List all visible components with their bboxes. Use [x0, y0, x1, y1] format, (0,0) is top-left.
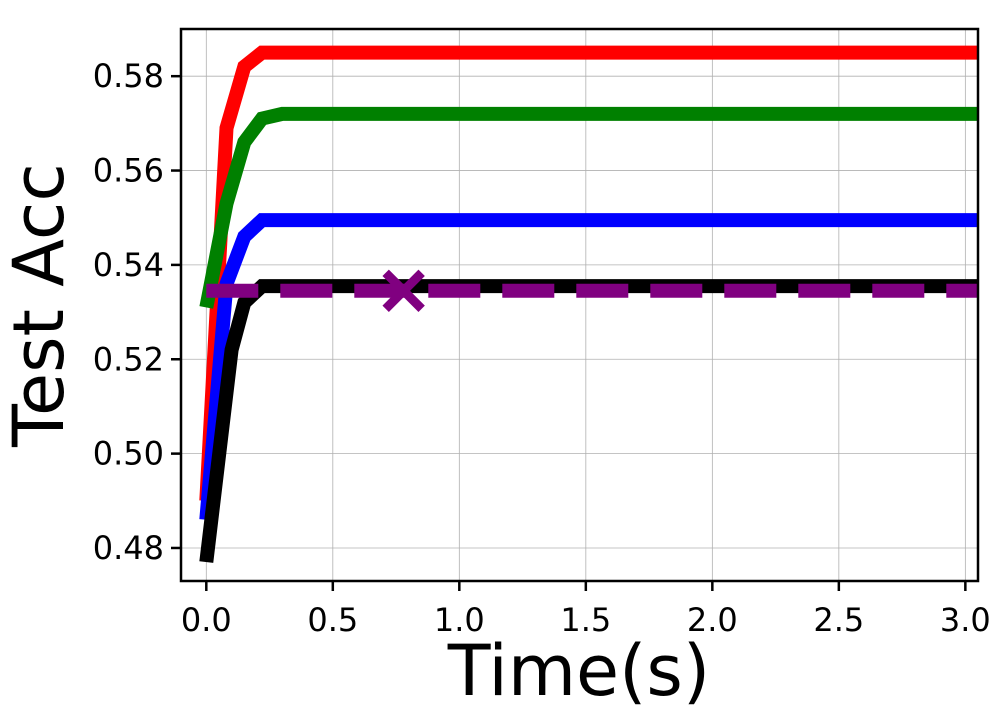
x-tick-label: 0.0 [181, 601, 232, 639]
y-tick-label: 0.52 [93, 340, 164, 378]
x-tick-label: 1.0 [434, 601, 485, 639]
grid [181, 29, 978, 581]
series-group [199, 45, 978, 563]
plot-frame [179, 27, 980, 583]
series-line-4 [199, 279, 978, 563]
series-line-2 [199, 106, 978, 309]
y-tick-label: 0.54 [93, 246, 164, 284]
x-tick-label: 1.5 [560, 601, 611, 639]
y-tick-label: 0.56 [93, 152, 164, 190]
series-line-3 [199, 213, 978, 521]
y-tick-label: 0.50 [93, 435, 164, 473]
x-axis-title: Time(s) [447, 630, 710, 712]
x-tick-label: 3.0 [940, 601, 991, 639]
x-tick-label: 2.5 [813, 601, 864, 639]
x-tick-label: 0.5 [307, 601, 358, 639]
y-tick-label: 0.58 [93, 57, 164, 95]
ticks: 0.0 0.5 1.0 1.5 2.0 2.5 3.0 0.48 0.50 0.52 0.54 0.5… [93, 57, 991, 639]
x-tick-label: 2.0 [687, 601, 738, 639]
y-axis-title: Test Acc [0, 163, 80, 448]
y-tick-label: 0.48 [93, 529, 164, 567]
x-marker-1 [382, 269, 425, 313]
